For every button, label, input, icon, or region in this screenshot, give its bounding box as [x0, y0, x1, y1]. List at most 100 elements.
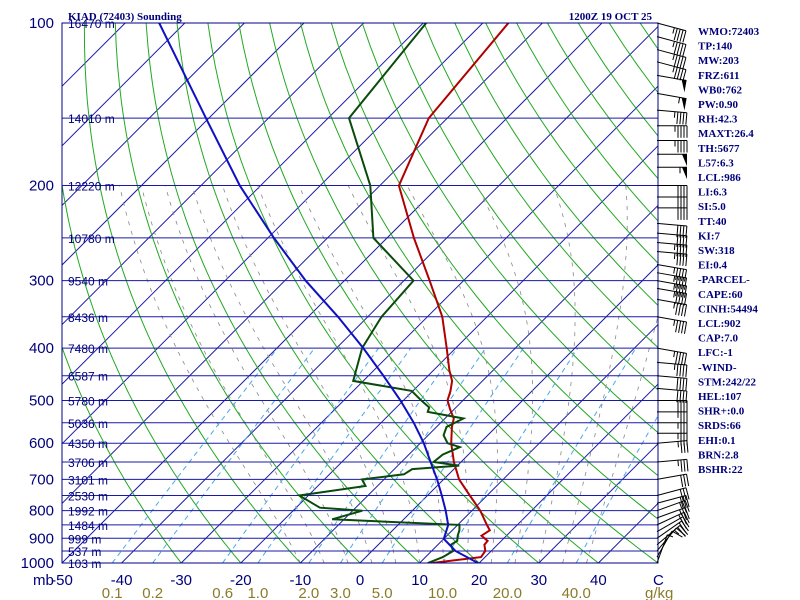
isotherm-line	[180, 85, 658, 563]
temperature-tick-label: -20	[230, 572, 252, 589]
wind-barb-staff	[656, 525, 681, 546]
wind-barb-flag	[679, 29, 684, 42]
wind-barb	[657, 125, 688, 138]
wind-barb-flag	[676, 253, 679, 266]
isotherm-line	[62, 23, 245, 207]
wind-barb-flag	[681, 508, 687, 521]
wind-barb-flag	[676, 234, 679, 247]
wind-barb-half-flag	[678, 97, 681, 104]
height-label: 14010 m	[68, 112, 115, 126]
wind-barb-staff	[656, 440, 687, 444]
isotherm-line	[359, 264, 658, 563]
height-label: 10780 m	[68, 232, 115, 246]
wind-barb-staff	[656, 375, 687, 379]
pressure-tick-label: 300	[29, 273, 54, 290]
wind-barb-flag	[679, 225, 682, 238]
mixing-ratio-tick-label: 5.0	[372, 585, 393, 600]
wind-barb-flag	[681, 285, 685, 298]
wind-barb-flag	[682, 253, 685, 266]
wind-barb-flag	[675, 284, 679, 297]
mixing-ratio-line	[308, 347, 458, 563]
wind-barb-flag	[685, 245, 688, 258]
wind-barb-flag	[682, 390, 685, 403]
station-index-item: RH:42.3	[698, 114, 738, 126]
pressure-tick-label: 700	[29, 471, 54, 488]
wind-barb-staff	[656, 520, 682, 539]
wind-barb-staff	[656, 316, 687, 323]
wind-barb-flag	[679, 43, 684, 56]
temperature-unit-label: C	[653, 572, 664, 589]
wind-barb-flag	[676, 42, 681, 55]
wind-barb-flag	[678, 284, 682, 297]
pressure-tick-label: 200	[29, 178, 54, 195]
wind-barb-half-flag	[672, 66, 675, 73]
parcel-trace	[158, 23, 479, 563]
isotherm-line	[538, 443, 658, 563]
wind-barb-flag	[682, 69, 687, 82]
wind-barb-staff	[656, 263, 687, 271]
wind-barb-flag	[682, 225, 685, 238]
wind-barb	[657, 399, 688, 413]
height-label: 16470 m	[68, 17, 115, 31]
mixing-ratio-tick-label: 2.0	[298, 585, 319, 600]
wind-barb-staff	[656, 49, 687, 58]
wind-barb-flag	[678, 303, 682, 316]
wind-barb-flag	[680, 459, 683, 472]
temperature-tick-label: 20	[471, 572, 488, 589]
wind-barb-pennant	[682, 167, 687, 180]
wind-barb-flag	[681, 321, 685, 334]
isotherm-line	[478, 383, 658, 563]
isotherm-line	[62, 23, 603, 563]
wind-barb-flag	[683, 293, 688, 306]
wind-barb	[656, 361, 688, 377]
height-label: 999 m	[68, 532, 101, 546]
mixing-ratio-line	[111, 347, 278, 563]
wind-barb-half-flag	[673, 275, 676, 282]
height-label: 1992 m	[68, 505, 108, 519]
wind-barb-flag	[682, 44, 687, 57]
moist-adiabat-line	[476, 185, 533, 563]
height-label: 103 m	[68, 557, 101, 571]
wind-barb-flag	[680, 475, 684, 488]
chart-title-time: 1200Z 19 OCT 25	[569, 11, 653, 23]
wind-barb	[657, 207, 688, 220]
wind-barb-flag	[681, 277, 685, 290]
wind-barb-flag	[685, 495, 690, 508]
station-index-item: TH:5677	[698, 143, 740, 155]
station-index-item: EHI:0.1	[698, 435, 736, 447]
wind-barb-flag	[679, 489, 684, 502]
wind-barb-pennant	[681, 97, 687, 111]
wind-barbs	[656, 22, 690, 564]
wind-barb-half-flag	[673, 244, 676, 251]
wind-barb-half-flag	[673, 253, 676, 260]
moist-adiabat-line	[586, 314, 658, 563]
mixing-ratio-tick-label: 0.2	[142, 585, 163, 600]
isotherm-line	[62, 23, 424, 385]
wind-barb-flag	[671, 530, 683, 538]
height-label: 2530 m	[68, 490, 108, 504]
height-label: 537 m	[68, 545, 101, 559]
wind-barb-half-flag	[673, 111, 676, 118]
wind-barb-flag	[678, 320, 682, 333]
wind-barb-flag	[681, 292, 685, 305]
wind-barb-flag	[675, 291, 679, 304]
station-index-item: -PARCEL-	[698, 274, 750, 286]
wind-barb-staff	[656, 222, 687, 227]
station-index-item: MAXT:26.4	[698, 128, 754, 140]
wind-barb	[656, 440, 689, 454]
wind-barb	[656, 222, 688, 238]
station-index-item: MW:203	[698, 55, 739, 67]
wind-barb-half-flag	[677, 460, 679, 467]
height-label: 1484 m	[68, 519, 108, 533]
mixing-ratio-tick-label: 1.0	[247, 585, 268, 600]
station-index-item: BSHR:22	[698, 464, 743, 476]
wind-barb-flag	[683, 511, 690, 524]
wind-barb-flag	[685, 112, 688, 125]
wind-barb	[657, 422, 688, 435]
isotherm-line	[300, 204, 658, 563]
station-index-item: LI:6.3	[698, 187, 728, 199]
station-index-item: PW:0.90	[698, 99, 739, 111]
station-index-item: -WIND-	[698, 362, 737, 374]
wind-barb-flag	[682, 488, 687, 501]
station-index-item: SI:5.0	[698, 201, 726, 213]
